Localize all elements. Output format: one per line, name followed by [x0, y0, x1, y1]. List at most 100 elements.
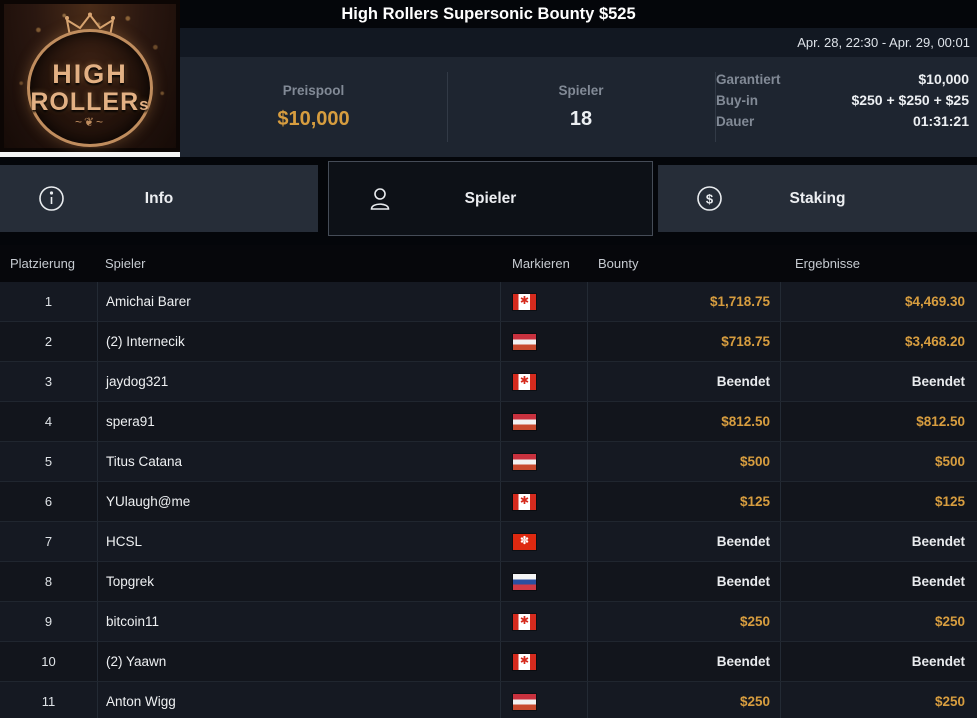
cell-player-name: Amichai Barer [97, 282, 500, 321]
column-header-result: Ergebnisse [795, 256, 861, 271]
cell-player-name: YUlaugh@me [97, 482, 500, 521]
table-row[interactable]: 7 HCSL ✽ Beendet Beendet [0, 522, 977, 562]
logo-flourish: ~❦~ [74, 115, 106, 130]
table-row[interactable]: 11 Anton Wigg $250 $250 [0, 682, 977, 718]
cell-flag [500, 322, 587, 361]
cell-result: $125 [780, 482, 977, 521]
tab-label: Staking [789, 189, 846, 207]
cell-flag: ✱ [500, 362, 587, 401]
svg-text:$: $ [706, 192, 714, 207]
logo-bottom-strip [0, 152, 180, 157]
cell-result: $4,469.30 [780, 282, 977, 321]
tab-staking[interactable]: $ Staking [658, 165, 977, 232]
cell-player-name: spera91 [97, 402, 500, 441]
cell-rank: 2 [44, 334, 53, 349]
table-row[interactable]: 5 Titus Catana $500 $500 [0, 442, 977, 482]
cell-bounty: Beendet [587, 642, 780, 681]
dollar-circle-icon: $ [696, 185, 723, 212]
divider [447, 72, 448, 142]
table-row[interactable]: 3 jaydog321 ✱ Beendet Beendet [0, 362, 977, 402]
flag-canada-icon: ✱ [513, 493, 536, 510]
divider [715, 72, 716, 142]
cell-flag [500, 442, 587, 481]
cell-result: $250 [780, 682, 977, 718]
logo-word-rollers: ROLLERs [30, 87, 150, 116]
table-row[interactable]: 8 Topgrek Beendet Beendet [0, 562, 977, 602]
detail-row: Buy-in $250 + $250 + $25 [716, 92, 969, 108]
cell-bounty: Beendet [587, 562, 780, 601]
flag-canada-icon: ✱ [513, 653, 536, 670]
cell-bounty: $718.75 [587, 322, 780, 361]
cell-player-name: Anton Wigg [97, 682, 500, 718]
cell-bounty: $812.50 [587, 402, 780, 441]
cell-flag [500, 682, 587, 718]
cell-rank: 3 [44, 374, 53, 389]
players-stat: Spieler 18 [447, 83, 715, 131]
table-row[interactable]: 6 YUlaugh@me ✱ $125 $125 [0, 482, 977, 522]
detail-label: Garantiert [716, 71, 781, 87]
cell-result: Beendet [780, 522, 977, 561]
cell-rank: 1 [44, 294, 53, 309]
table-row[interactable]: 4 spera91 $812.50 $812.50 [0, 402, 977, 442]
cell-bounty: $250 [587, 602, 780, 641]
cell-bounty: Beendet [587, 362, 780, 401]
cell-rank: 6 [44, 494, 53, 509]
cell-bounty: Beendet [587, 522, 780, 561]
players-label: Spieler [558, 83, 604, 98]
cell-flag: ✱ [500, 602, 587, 641]
column-header-flag: Markieren [512, 256, 570, 271]
table-row[interactable]: 1 Amichai Barer ✱ $1,718.75 $4,469.30 [0, 282, 977, 322]
prizepool-stat: Preispool $10,000 [180, 83, 447, 131]
cell-flag: ✱ [500, 482, 587, 521]
cell-rank: 10 [41, 654, 56, 669]
cell-result: Beendet [780, 362, 977, 401]
cell-player-name: HCSL [97, 522, 500, 561]
cell-player-name: Titus Catana [97, 442, 500, 481]
detail-value: 01:31:21 [912, 113, 969, 129]
flag-austria-icon [513, 413, 536, 430]
player-table-body: 1 Amichai Barer ✱ $1,718.75 $4,469.30 2 (2) In… [0, 282, 977, 718]
column-header-bounty: Bounty [598, 256, 639, 271]
flag-hongkong-icon: ✽ [513, 533, 536, 550]
cell-result: $500 [780, 442, 977, 481]
cell-result: $3,468.20 [780, 322, 977, 361]
cell-result: $250 [780, 602, 977, 641]
info-icon [38, 185, 65, 212]
table-row[interactable]: 2 (2) Internecik $718.75 $3,468.20 [0, 322, 977, 362]
detail-row: Dauer 01:31:21 [716, 113, 969, 129]
flag-canada-icon: ✱ [513, 373, 536, 390]
flag-russia-icon [513, 573, 536, 590]
cell-player-name: (2) Internecik [97, 322, 500, 361]
flag-austria-icon [513, 333, 536, 350]
date-range: Apr. 28, 22:30 - Apr. 29, 00:01 [797, 35, 970, 50]
detail-row: Garantiert $10,000 [716, 71, 969, 87]
tab-label: Info [144, 189, 174, 207]
cell-player-name: jaydog321 [97, 362, 500, 401]
tab-spieler[interactable]: Spieler [328, 161, 653, 236]
person-icon [367, 185, 393, 212]
flag-canada-icon: ✱ [513, 293, 536, 310]
tab-info[interactable]: Info [0, 165, 318, 232]
cell-result: Beendet [780, 562, 977, 601]
cell-rank: 9 [44, 614, 53, 629]
flag-canada-icon: ✱ [513, 613, 536, 630]
column-header-rank: Platzierung [10, 256, 76, 271]
detail-value: $10,000 [918, 71, 969, 87]
cell-result: Beendet [780, 642, 977, 681]
prizepool-value: $10,000 [277, 108, 350, 130]
cell-rank: 7 [44, 534, 53, 549]
table-row[interactable]: 10 (2) Yaawn ✱ Beendet Beendet [0, 642, 977, 682]
table-row[interactable]: 9 bitcoin11 ✱ $250 $250 [0, 602, 977, 642]
cell-player-name: bitcoin11 [97, 602, 500, 641]
detail-value: $250 + $250 + $25 [851, 92, 969, 108]
cell-flag [500, 562, 587, 601]
column-header-player: Spieler [105, 256, 146, 271]
cell-flag [500, 402, 587, 441]
cell-flag: ✱ [500, 282, 587, 321]
tab-label: Spieler [464, 189, 517, 207]
table-header: Platzierung Spieler Markieren Bounty Erg… [0, 245, 977, 282]
page-title: High Rollers Supersonic Bounty $525 [341, 4, 636, 23]
cell-bounty: $500 [587, 442, 780, 481]
players-value: 18 [569, 108, 593, 130]
